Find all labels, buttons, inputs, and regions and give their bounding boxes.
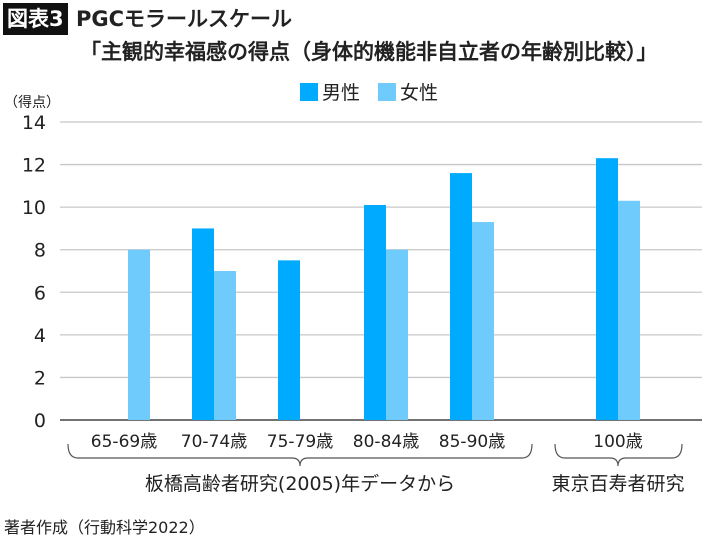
bar-male [278, 260, 300, 420]
bar-male [450, 173, 472, 420]
y-tick-label: 6 [34, 282, 46, 304]
group-brace-itabashi [67, 443, 533, 467]
chart-title: PGCモラールスケール [76, 7, 293, 31]
legend-item-male: 男性 [300, 78, 360, 105]
y-tick-label: 8 [34, 240, 46, 262]
bar-male [596, 158, 618, 420]
chart-subtitle: 「主観的幸福感の得点（身体的機能非自立者の年齢別比較）」 [80, 40, 658, 64]
legend-swatch-female [378, 82, 397, 101]
source-note: 著者作成（行動科学2022） [4, 518, 205, 537]
legend-label-male: 男性 [322, 82, 361, 104]
category-label: 65-69歳 [91, 432, 157, 452]
legend: 男性 女性 [300, 78, 456, 105]
bar-female [214, 271, 236, 420]
bar-female [472, 222, 494, 420]
bar-female [386, 249, 408, 420]
y-tick-label: 4 [34, 325, 46, 347]
bar-male [192, 228, 214, 420]
group-brace-tokyo [554, 443, 683, 467]
y-axis-unit-label: （得点） [4, 95, 60, 111]
group-label-tokyo: 東京百寿者研究 [551, 473, 684, 495]
category-label: 75-79歳 [267, 432, 333, 452]
y-tick-label: 14 [22, 112, 46, 134]
legend-swatch-male [300, 82, 318, 101]
category-label: 85-90歳 [439, 432, 505, 452]
category-label: 70-74歳 [181, 432, 247, 452]
bar-female [128, 249, 150, 420]
figure-number-badge: 図表3 [3, 3, 68, 35]
legend-label-female: 女性 [400, 82, 439, 104]
group-label-itabashi: 板橋高齢者研究(2005)年データから [145, 473, 455, 495]
category-label: 100歳 [593, 432, 642, 452]
y-tick-label: 2 [34, 367, 46, 389]
category-label: 80-84歳 [353, 432, 419, 452]
y-tick-label: 12 [22, 155, 46, 177]
legend-item-female: 女性 [378, 78, 438, 105]
bar-male [364, 205, 386, 420]
y-tick-label: 0 [34, 410, 46, 432]
y-tick-label: 10 [22, 197, 46, 219]
bar-female [618, 200, 640, 420]
